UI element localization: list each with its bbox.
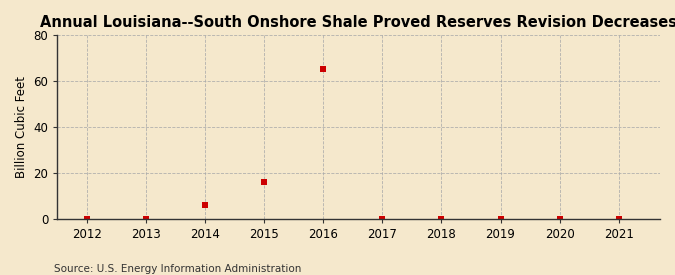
Y-axis label: Billion Cubic Feet: Billion Cubic Feet	[15, 76, 28, 178]
Title: Annual Louisiana--South Onshore Shale Proved Reserves Revision Decreases: Annual Louisiana--South Onshore Shale Pr…	[40, 15, 675, 30]
Text: Source: U.S. Energy Information Administration: Source: U.S. Energy Information Administ…	[54, 264, 301, 274]
